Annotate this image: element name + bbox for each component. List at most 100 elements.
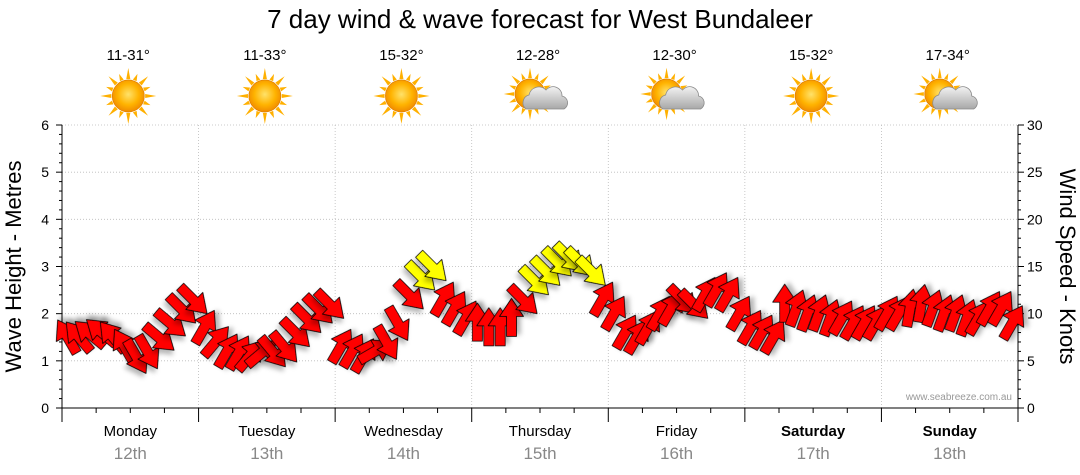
wind-arrow — [392, 278, 424, 310]
sunny-icon — [100, 68, 157, 124]
sun-ray — [279, 100, 288, 106]
sun-ray — [949, 75, 959, 85]
wind-arrow — [403, 259, 436, 291]
sun-ray — [108, 76, 118, 86]
wind-arrow — [312, 287, 345, 319]
sun-ray — [145, 93, 157, 99]
left-tick-label: 1 — [41, 353, 49, 369]
sun-ray — [791, 76, 801, 86]
wind-arrow — [987, 291, 1013, 328]
sun-ray — [373, 93, 385, 99]
sun-ray — [511, 75, 521, 85]
wind-arrow — [164, 292, 197, 324]
sun-ray — [543, 85, 551, 90]
sun-ray — [918, 98, 926, 103]
sunny-icon — [783, 68, 840, 124]
cloud-shape — [659, 86, 705, 110]
wind-arrow — [759, 319, 786, 356]
sun-ray — [418, 93, 430, 99]
sun-ray — [381, 76, 391, 86]
sun-ray — [534, 73, 539, 81]
sun-ray — [279, 86, 288, 92]
wind-arrow — [725, 295, 751, 333]
cloud-shape — [522, 86, 568, 110]
sun-ray — [788, 100, 797, 106]
sun-ray — [521, 73, 526, 81]
day-label: Tuesday — [238, 423, 295, 440]
wind-arrow — [199, 326, 229, 360]
right-tick-label: 25 — [1027, 164, 1043, 180]
wind-arrow — [464, 302, 490, 342]
sun-ray — [815, 73, 821, 82]
sun-ray — [138, 106, 149, 116]
date-label: 16th — [660, 444, 693, 463]
sun-ray — [801, 73, 807, 82]
left-tick-label: 5 — [41, 164, 49, 180]
wind-arrow — [807, 294, 832, 333]
wind-arrow — [415, 249, 447, 282]
temperature-range: 12-28° — [516, 47, 560, 64]
wind-arrow — [176, 282, 208, 315]
sun-ray — [825, 100, 834, 106]
sun-ray — [119, 110, 124, 119]
wind-arrow — [921, 289, 945, 328]
sun-ray — [106, 100, 114, 106]
right-tick-label: 0 — [1027, 400, 1035, 416]
sun-ray — [640, 92, 651, 96]
sun-ray — [670, 73, 676, 81]
day-label: Thursday — [509, 423, 572, 440]
sun-ray — [534, 107, 539, 115]
sun-ray — [242, 86, 251, 92]
sun-ray — [381, 106, 391, 116]
partly-cloudy-icon — [913, 67, 978, 121]
sun-ray — [255, 73, 261, 82]
wind-arrow — [278, 315, 310, 348]
date-label: 13th — [250, 444, 283, 463]
sun-ray — [809, 68, 814, 80]
wind-arrow — [290, 301, 322, 333]
partly-cloudy-icon — [640, 67, 705, 121]
sun-ray — [821, 106, 831, 116]
sun-ray — [664, 109, 669, 121]
sun-ray — [106, 86, 114, 92]
right-tick-label: 30 — [1027, 117, 1043, 133]
wind-arrow — [256, 333, 286, 368]
wind-arrow — [440, 291, 467, 328]
sun-ray — [921, 103, 930, 113]
sun-ray — [931, 107, 936, 115]
sun-ray — [539, 75, 549, 85]
sun-disc — [794, 79, 828, 113]
temperature-range: 17-34° — [926, 47, 970, 64]
sun-ray — [411, 76, 422, 86]
sun-ray — [815, 110, 821, 119]
temperature-range: 15-32° — [789, 47, 833, 64]
sun-ray — [783, 93, 795, 99]
date-label: 14th — [387, 444, 420, 463]
left-tick-label: 3 — [41, 259, 49, 275]
wind-arrow — [190, 310, 217, 347]
sun-ray — [809, 112, 814, 124]
left-tick-label: 6 — [41, 117, 49, 133]
sun-ray — [236, 93, 248, 99]
sun-ray — [379, 86, 387, 92]
wind-arrow — [152, 307, 186, 337]
sun-ray — [645, 85, 653, 90]
sun-ray — [245, 76, 255, 86]
day-label: Saturday — [781, 423, 846, 440]
sun-disc — [248, 79, 282, 113]
sun-ray — [406, 73, 411, 82]
left-tick-label: 2 — [41, 306, 49, 322]
sunny-icon — [236, 68, 293, 124]
sun-ray — [944, 73, 949, 81]
right-tick-label: 5 — [1027, 353, 1035, 369]
sun-ray — [825, 86, 834, 92]
sun-ray — [664, 67, 669, 79]
sun-ray — [670, 107, 676, 115]
sun-ray — [791, 106, 801, 116]
sun-ray — [269, 110, 275, 119]
sun-ray — [944, 107, 949, 115]
temperature-range: 11-31° — [107, 47, 150, 64]
left-axis-title: Wave Height - Metres — [1, 161, 26, 373]
sun-ray — [801, 110, 807, 119]
sun-ray — [680, 85, 688, 90]
